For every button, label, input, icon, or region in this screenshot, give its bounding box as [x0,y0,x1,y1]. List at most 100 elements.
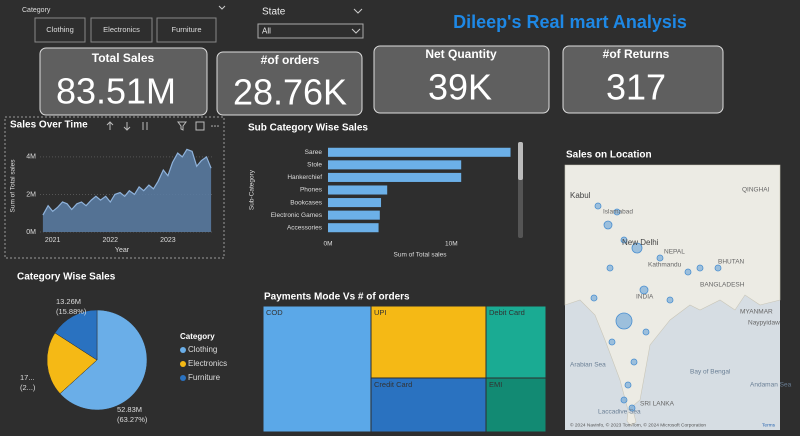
dropdown-chevron[interactable] [351,28,361,34]
dashboard-title: Dileep's Real mart Analysis [453,12,687,32]
slicer-chevron[interactable] [353,8,363,14]
kpi-card [39,47,208,116]
y-tick-label: Bookcases [290,199,323,206]
map-place: BANGLADESH [700,282,745,289]
slicer-label: Category [22,7,51,14]
pie-slice [46,332,98,394]
legend-label: Electronics [188,359,227,368]
data-label: 17... [20,373,35,382]
scrollbar-thumb[interactable] [518,142,523,180]
slicer-option[interactable]: Furniture [171,25,201,34]
map-place: Islamabad [603,209,633,216]
legend-title: Category [180,332,215,341]
area-fill [42,149,212,232]
kpi-label: Total Sales [92,51,155,65]
chart-title: Payments Mode Vs # of orders [264,292,410,303]
tile-label: EMI [489,380,502,389]
y-tick-label: Hankerchief [287,174,322,181]
map-place: Kathmandu [648,262,682,269]
bar [328,210,380,220]
treemap-tile [485,305,547,379]
kpi-card [373,45,550,114]
bar [328,185,388,195]
x-tick-label: 2021 [45,237,61,244]
tile-label: UPI [374,308,387,317]
slicer-option[interactable]: Electronics [103,25,140,34]
kpi-label: Net Quantity [425,47,497,61]
pie-slice [59,309,148,411]
map-title: Sales on Location [566,150,652,161]
pie-slice [54,309,98,361]
chart-title: Sales Over Time [10,120,88,131]
map-place: QINGHAI [742,187,770,194]
y-tick-label: 4M [26,154,36,161]
x-axis-label: Year [115,247,130,254]
map-place: BHUTAN [718,259,745,266]
visual-toolbar[interactable] [106,121,205,131]
more-dot[interactable] [211,125,213,127]
kpi-label: #of Returns [603,47,670,61]
y-tick-label: Stole [307,162,322,169]
slicer-option[interactable]: Clothing [46,25,74,34]
tile-label: COD [266,308,283,317]
bar [328,198,382,208]
y-axis-label: Sum of Total sales [10,159,17,213]
kpi-value: 83.51M [56,71,176,112]
slicer-button[interactable] [156,17,217,43]
slicer-chevron[interactable] [218,5,226,10]
treemap-tile [370,377,487,433]
x-tick-label: 10M [445,241,458,248]
data-label: 13.26M [56,297,81,306]
map-terms[interactable]: Terms [762,422,776,428]
kpi-value: 39K [428,67,492,108]
map-place: MYANMAR [740,309,773,316]
dropdown[interactable] [257,23,364,39]
data-label: (15.88%) [56,307,87,316]
map-place: INDIA [636,294,654,301]
map-land [564,164,781,411]
y-tick-label: Saree [305,149,323,156]
legend-label: Clothing [188,345,217,354]
treemap-tile [485,377,547,433]
legend-label: Furniture [188,373,221,382]
kpi-card [562,45,724,114]
slicer-button[interactable] [34,17,86,43]
kpi-value: 317 [606,67,666,108]
map-bubbles[interactable] [590,202,722,412]
map-place: Bay of Bengal [690,369,731,376]
map-place: SRI LANKA [640,401,675,408]
treemap-tile [262,305,372,433]
y-tick-label: Phones [300,187,323,194]
slicer-label: State [262,7,286,18]
map-place: Kabul [570,191,591,200]
kpi-label: #of orders [261,53,320,67]
x-axis-label: Sum of Total sales [394,252,448,259]
map-place: Andaman Sea [750,382,792,389]
bar [328,172,462,182]
legend-swatch [180,347,186,353]
tile-label: Debit Card [489,308,525,317]
more-dot[interactable] [214,125,216,127]
bar [328,223,379,233]
bar [328,160,462,170]
data-label: (63.27%) [117,415,148,424]
area-line [42,148,212,216]
map-place: Arabian Sea [570,362,606,369]
kpi-value: 28.76K [233,72,347,113]
treemap-tile [370,305,487,379]
legend-swatch [180,361,186,367]
map-attribution: © 2024 Navinfo, © 2023 TomTom, © 2024 Mi… [570,421,706,428]
y-tick-label: Accessories [287,224,323,231]
bar [328,147,511,157]
y-tick-label: 0M [26,229,36,236]
data-label: (2...) [20,383,36,392]
data-label: 52.83M [117,405,142,414]
dropdown-value[interactable]: All [262,27,271,36]
chart-title: Sub Category Wise Sales [248,123,368,134]
slicer-button[interactable] [90,17,153,43]
y-axis-label: Sub-Category [249,169,256,210]
more-dot[interactable] [217,125,219,127]
map-place: New Delhi [622,238,659,247]
